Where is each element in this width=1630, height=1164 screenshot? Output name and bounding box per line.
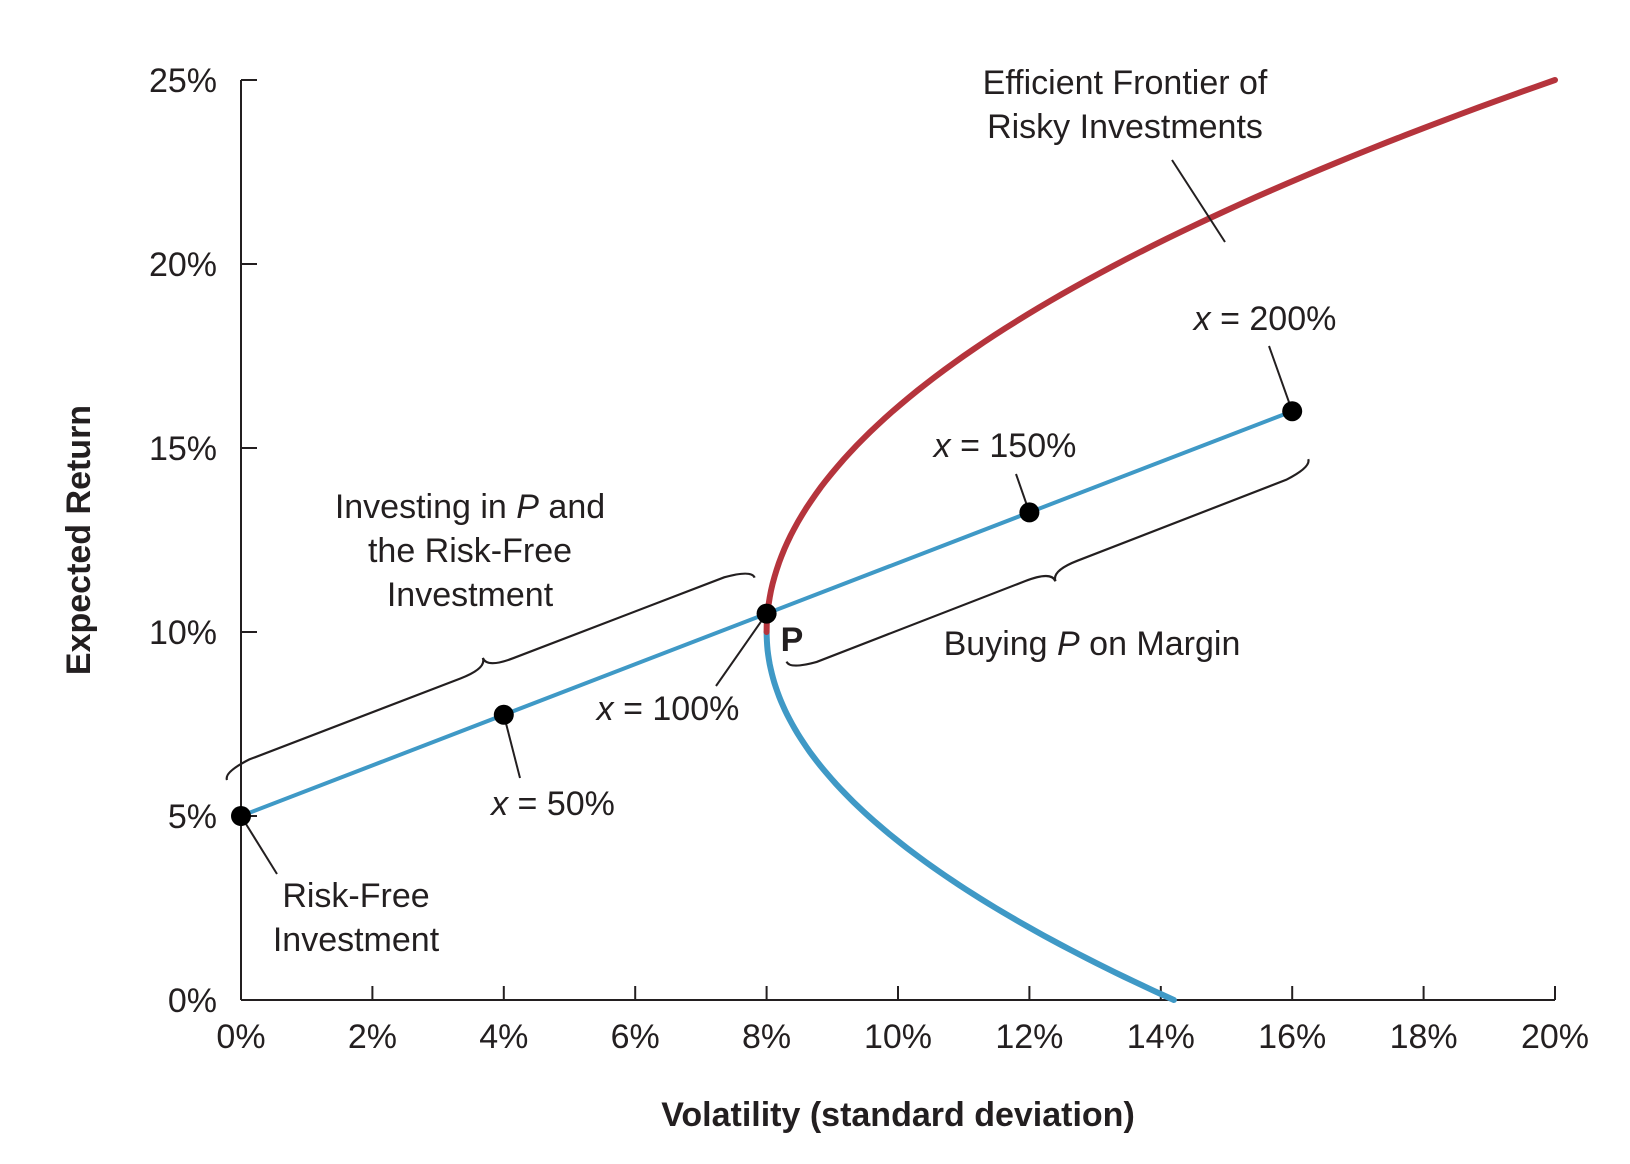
brace-investing bbox=[225, 572, 756, 781]
investing-label-line3: Investment bbox=[387, 576, 554, 614]
point-label-3: x = 150% bbox=[932, 427, 1077, 465]
x-axis-title: Volatility (standard deviation) bbox=[661, 1096, 1135, 1134]
x-tick-label: 10% bbox=[864, 1018, 932, 1056]
x-tick-label: 18% bbox=[1390, 1018, 1458, 1056]
data-point-0 bbox=[231, 806, 251, 826]
axes: 0% 2% 4% 6% 8% 10% 12% 14% 16% 18% 20% 0% 5% 10% 15% 20… bbox=[149, 62, 1589, 1056]
point-leader-line-1 bbox=[502, 714, 521, 779]
x-tick-label: 20% bbox=[1521, 1018, 1589, 1056]
data-point-3 bbox=[1019, 502, 1040, 523]
investing-label-line2: the Risk-Free bbox=[368, 532, 572, 570]
frontier-leader-line bbox=[1171, 159, 1226, 243]
point-label-1: x = 50% bbox=[489, 785, 615, 823]
data-point-1 bbox=[493, 704, 514, 725]
frontier-label-line1: Efficient Frontier of bbox=[983, 64, 1268, 102]
inefficient-frontier-series bbox=[763, 629, 1177, 1003]
y-tick-label: 25% bbox=[149, 62, 217, 100]
x-tick-label: 2% bbox=[348, 1018, 397, 1056]
x-tick-label: 16% bbox=[1258, 1018, 1326, 1056]
data-point-4 bbox=[1282, 401, 1303, 422]
y-tick-label: 5% bbox=[168, 798, 217, 836]
x-tick-label: 12% bbox=[995, 1018, 1063, 1056]
x-tick-label: 6% bbox=[611, 1018, 660, 1056]
x-tick-label: 4% bbox=[479, 1018, 528, 1056]
risk-free-label-line2: Investment bbox=[273, 921, 440, 959]
point-label-4: x = 200% bbox=[1192, 300, 1337, 338]
investing-label-line1: Investing in P and bbox=[335, 488, 605, 526]
risk-free-leader-line bbox=[240, 815, 278, 875]
risk-free-label-line1: Risk-Free bbox=[282, 877, 429, 915]
y-tick-label: 15% bbox=[149, 430, 217, 468]
x-tick-label: 0% bbox=[216, 1018, 265, 1056]
frontier-label-line2: Risky Investments bbox=[987, 108, 1263, 146]
y-tick-label: 10% bbox=[149, 614, 217, 652]
efficient-frontier-series bbox=[763, 77, 1558, 635]
brace-margin bbox=[785, 458, 1310, 667]
x-tick-label: 14% bbox=[1127, 1018, 1195, 1056]
point-leader-line-4 bbox=[1268, 345, 1294, 412]
portfolio-p-label: P bbox=[781, 621, 804, 659]
x-tick-label: 8% bbox=[742, 1018, 791, 1056]
annotations: x = 50% x = 100% x = 150% x = 200% Risk-Free… bbox=[225, 64, 1337, 959]
points bbox=[231, 401, 1303, 826]
margin-label: Buying P on Margin bbox=[944, 625, 1241, 663]
data-point-2 bbox=[756, 603, 777, 624]
y-tick-label: 0% bbox=[168, 982, 217, 1020]
point-leader-line-2 bbox=[715, 613, 768, 687]
point-label-2: x = 100% bbox=[595, 690, 740, 728]
y-axis-title: Expected Return bbox=[60, 405, 98, 675]
y-tick-label: 20% bbox=[149, 246, 217, 284]
